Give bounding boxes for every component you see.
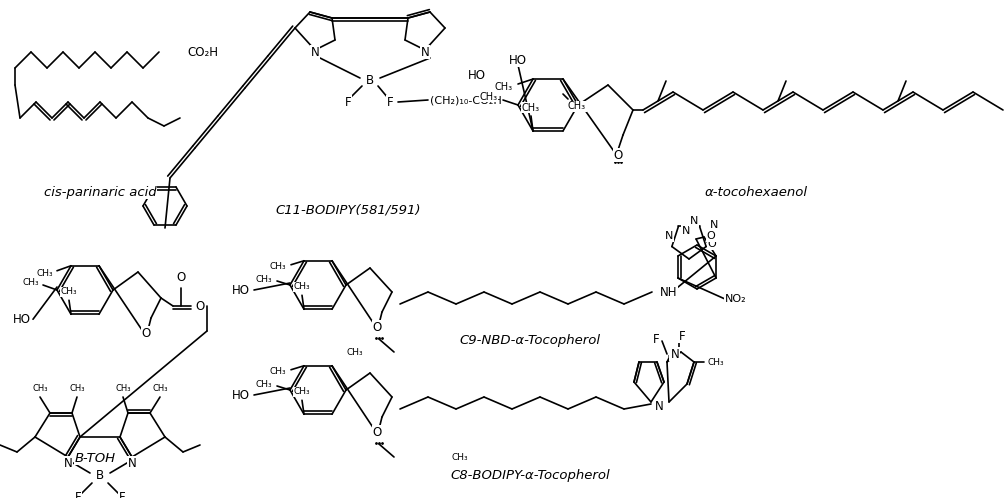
Text: (CH₂)₁₀-CO₂H: (CH₂)₁₀-CO₂H xyxy=(430,95,502,105)
Text: HO: HO xyxy=(13,313,31,326)
Text: O: O xyxy=(706,231,715,241)
Text: B: B xyxy=(670,348,678,361)
Text: CH₃: CH₃ xyxy=(294,282,310,291)
Text: HO: HO xyxy=(232,388,250,401)
Text: C11-BODIPY(581/591): C11-BODIPY(581/591) xyxy=(276,204,421,217)
Text: CH₃: CH₃ xyxy=(36,269,53,278)
Text: B-TOH: B-TOH xyxy=(74,452,116,465)
Text: O: O xyxy=(176,271,186,284)
Text: CH₃: CH₃ xyxy=(480,92,498,102)
Text: F: F xyxy=(653,333,659,346)
Text: CH₃: CH₃ xyxy=(522,103,540,113)
Text: N: N xyxy=(311,45,319,58)
Text: F: F xyxy=(119,491,126,498)
Text: CH₃: CH₃ xyxy=(32,384,47,393)
Text: CH₃: CH₃ xyxy=(495,82,513,92)
Text: CH₃: CH₃ xyxy=(452,453,469,462)
Text: N: N xyxy=(682,226,690,236)
Text: O: O xyxy=(195,299,204,313)
Text: O: O xyxy=(707,239,716,249)
Text: N: N xyxy=(710,220,718,230)
Text: N: N xyxy=(671,348,680,361)
Text: HO: HO xyxy=(232,283,250,296)
Text: O: O xyxy=(614,148,623,161)
Text: N: N xyxy=(63,457,72,470)
Text: CH₃: CH₃ xyxy=(152,384,168,393)
Text: CH₃: CH₃ xyxy=(256,379,272,388)
Text: HO: HO xyxy=(509,53,527,67)
Text: CH₃: CH₃ xyxy=(708,358,724,367)
Text: N: N xyxy=(655,399,663,412)
Text: C8-BODIPY-α-Tocopherol: C8-BODIPY-α-Tocopherol xyxy=(451,469,610,482)
Text: CO₂H: CO₂H xyxy=(187,45,218,58)
Text: O: O xyxy=(372,321,381,334)
Text: CH₃: CH₃ xyxy=(294,387,310,396)
Text: F: F xyxy=(74,491,81,498)
Text: O: O xyxy=(372,425,381,439)
Text: CH₃: CH₃ xyxy=(270,367,286,376)
Text: CH₃: CH₃ xyxy=(568,101,586,111)
Text: CH₃: CH₃ xyxy=(256,274,272,283)
Text: CH₃: CH₃ xyxy=(270,262,286,271)
Text: HO: HO xyxy=(468,69,486,82)
Text: C9-NBD-α-Tocopherol: C9-NBD-α-Tocopherol xyxy=(460,334,601,347)
Text: O: O xyxy=(142,327,151,340)
Text: N: N xyxy=(690,216,698,226)
Text: B: B xyxy=(366,74,374,87)
Text: CH₃: CH₃ xyxy=(69,384,85,393)
Text: B: B xyxy=(96,469,104,482)
Text: F: F xyxy=(679,330,685,343)
Text: CH₃: CH₃ xyxy=(347,348,363,357)
Text: N: N xyxy=(128,457,137,470)
Text: CH₃: CH₃ xyxy=(116,384,131,393)
Text: α-tocohexaenol: α-tocohexaenol xyxy=(704,185,808,199)
Text: CH₃: CH₃ xyxy=(22,277,39,286)
Text: NH: NH xyxy=(660,285,677,298)
Text: NO₂: NO₂ xyxy=(725,294,746,304)
Text: cis-parinaric acid: cis-parinaric acid xyxy=(43,185,156,199)
Text: N: N xyxy=(665,231,673,241)
Text: CH₃: CH₃ xyxy=(60,287,77,296)
Text: F: F xyxy=(386,96,393,109)
Text: F: F xyxy=(345,96,351,109)
Text: N: N xyxy=(421,45,430,58)
